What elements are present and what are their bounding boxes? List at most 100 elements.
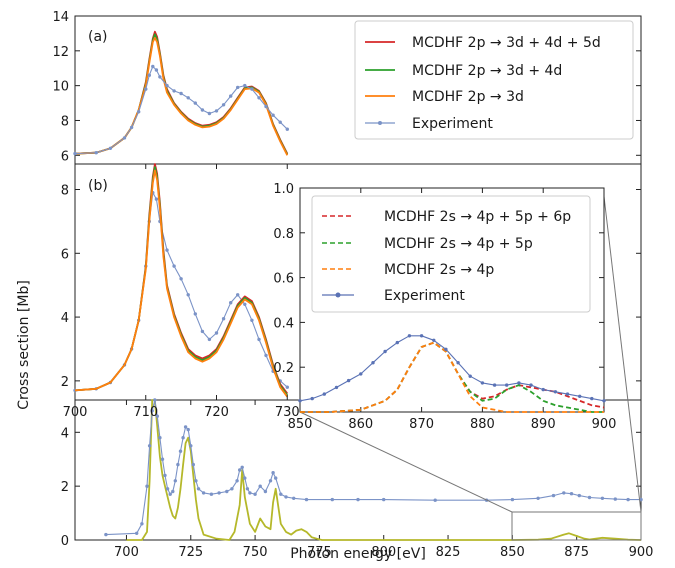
panel-a-data-point <box>229 94 233 98</box>
panel-b-data-point <box>165 248 169 252</box>
panel-b-y-ticks: 2 4 6 8 <box>61 184 641 390</box>
panel-c-data-point <box>279 492 283 496</box>
panel-c-data-point <box>173 479 177 483</box>
panel-a-data-point <box>271 113 275 117</box>
panel-c-data-point <box>158 436 162 440</box>
panel-a-data-point <box>137 110 141 114</box>
inset-y-ticks: 0.2 0.4 0.6 0.8 1.0 <box>273 182 604 376</box>
x-axis-label: Photon energy [eV] <box>290 546 426 562</box>
panel-b-data-point <box>193 312 197 316</box>
panel-a-data-point <box>250 87 254 91</box>
legend-a-marker-4 <box>378 121 382 125</box>
legend-inset-label-2: MCDHF 2s → 4p + 5p <box>384 236 533 252</box>
inset-data-point <box>298 399 302 403</box>
panel-a-ytick-label: 8 <box>61 114 69 129</box>
panel-a-data-point <box>122 136 127 140</box>
panel-b-ytick-label: 6 <box>61 247 69 262</box>
panel-c-data-point <box>201 491 206 495</box>
panel-c-xtick-label: 700 <box>114 545 139 560</box>
zoom-connector-right <box>602 187 642 513</box>
inset-ytick-label: 0.8 <box>273 227 294 242</box>
panel-c-data-point <box>189 444 193 448</box>
panel-c-data-point <box>168 492 172 496</box>
panel-c-data-point <box>245 487 250 491</box>
inset-data-point <box>359 372 363 376</box>
panel-b: (b) 2 4 6 8 <box>61 163 642 401</box>
panel-a-data-point <box>186 96 190 100</box>
legend-a-label-3: MCDHF 2p → 3d <box>412 89 524 105</box>
panel-b-data-point <box>214 331 219 335</box>
panel-a-ytick-label: 14 <box>52 10 69 25</box>
panel-c-data-point <box>163 473 167 478</box>
panel-c-xtick-label: 775 <box>307 545 332 560</box>
panel-c-data-point <box>209 492 214 496</box>
panel-c-data-point <box>225 489 229 494</box>
inset-data-point <box>346 378 351 383</box>
panel-c-data-point <box>274 476 278 480</box>
panel-c-data-point <box>171 489 175 494</box>
inset-x-ticks: 850 860 870 880 890 900 <box>288 188 616 432</box>
zoom-box <box>511 511 642 541</box>
panel-b-data-point <box>250 318 254 322</box>
panel-b-data-point <box>179 277 183 281</box>
panel-c-data-point <box>104 532 108 537</box>
panel-b-label: (b) <box>88 178 108 194</box>
panel-a-data-point <box>151 64 155 69</box>
panel-a-data-point <box>179 91 183 96</box>
panel-c-xtick-label: 750 <box>243 545 268 560</box>
panel-a-data-point <box>236 85 240 90</box>
inset-data-point <box>334 385 339 390</box>
inset-xtick-label: 880 <box>470 417 495 432</box>
inset-data-point <box>468 374 472 378</box>
panel-b-series-experiment <box>74 192 288 391</box>
inset-legend-box <box>311 195 591 313</box>
panel-c: 0 2 4 700 725 750 775 800 825 850 875 900 <box>61 398 654 560</box>
inset-legend: MCDHF 2s → 4p + 5p + 6p MCDHF 2s → 4p + … <box>311 195 591 313</box>
y-axis-label: Cross section [Mb] <box>16 280 32 410</box>
panel-a: (a) 6 8 10 12 14 MCDHF 2p → 3d + 4d + 5d MCD… <box>52 10 642 165</box>
panel-a-data-point <box>129 125 134 130</box>
panel-c-series-series <box>126 399 642 541</box>
panel-c-data-point <box>186 427 190 432</box>
panel-a-data-point <box>264 104 268 109</box>
inset-xtick-label: 870 <box>409 417 434 432</box>
panel-c-data-point <box>178 449 183 453</box>
panel-b-data-point <box>236 293 240 297</box>
inset-data-point <box>529 383 533 387</box>
panel-b-ytick-label: 4 <box>61 311 69 326</box>
panel-a-data-point <box>144 87 148 91</box>
panel-c-xtick-label: 875 <box>564 545 589 560</box>
panel-a-ytick-label: 12 <box>52 45 69 60</box>
legend-inset-label-4: Experiment <box>384 288 465 304</box>
panel-c-data-point <box>181 436 185 440</box>
panel-c-data-point <box>330 497 334 502</box>
panel-b-xtick-label: 730 <box>275 405 300 420</box>
panel-c-data-point <box>145 484 149 488</box>
panel-c-data-point <box>194 479 198 483</box>
inset-data-point <box>456 361 460 365</box>
legend-a-label-4: Experiment <box>412 116 493 132</box>
panel-a-data-point <box>207 111 212 116</box>
inset-xtick-label: 890 <box>531 417 556 432</box>
panel-a-data-point <box>200 108 205 112</box>
panel-b-data-point <box>207 337 212 342</box>
inset-data-point <box>602 399 606 403</box>
panel-c-data-point <box>356 497 360 502</box>
panel-b-ytick-label: 2 <box>61 375 69 390</box>
panel-c-data-point <box>235 479 239 483</box>
panel-c-data-point <box>135 531 139 535</box>
panel-a-ytick-label: 6 <box>61 149 69 164</box>
inset: 0.2 0.4 0.6 0.8 1.0 850 860 870 880 890 900 MCDHF… <box>273 182 616 432</box>
panel-c-data-point <box>217 491 221 495</box>
inset-data-point <box>407 334 412 338</box>
inset-ytick-label: 1.0 <box>273 182 294 197</box>
inset-series-mcdhf-2s-4p <box>300 341 604 413</box>
panel-c-data-point <box>382 497 386 502</box>
inset-data-point <box>480 381 485 385</box>
panel-c-data-point <box>639 497 643 502</box>
panel-c-xtick-label: 900 <box>629 545 654 560</box>
panel-c-data-point <box>613 497 617 501</box>
panel-b-data-point <box>257 337 261 342</box>
panel-a-data-point <box>278 120 282 124</box>
